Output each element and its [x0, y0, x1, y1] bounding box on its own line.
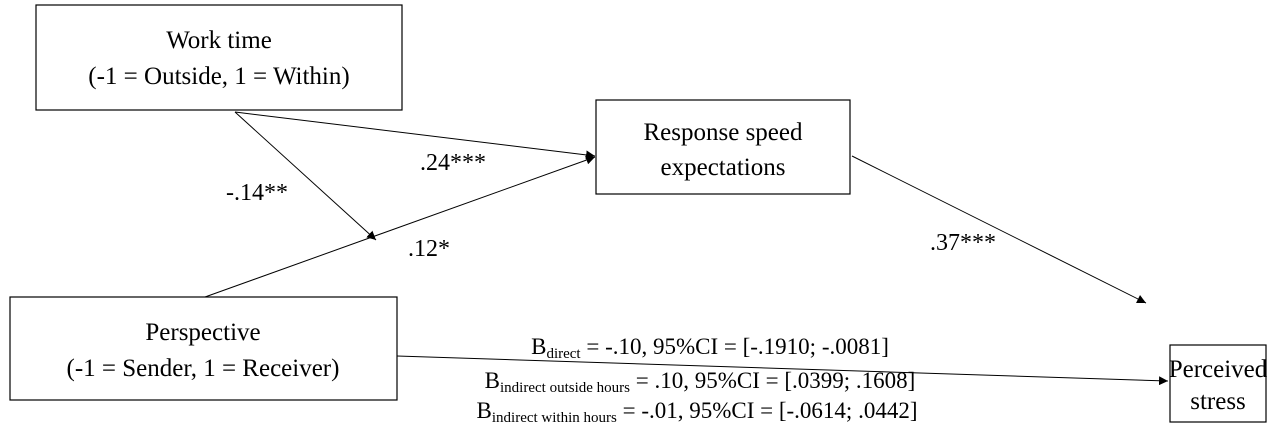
effect-value: = -.10, 95%CI = [-.1910; -.0081] [581, 334, 889, 359]
node-box [1169, 344, 1267, 423]
arrow [234, 111, 596, 160]
effect-symbol: B [485, 368, 500, 393]
arrow [234, 111, 377, 241]
effect-text: Bindirect within hours = -.01, 95%CI = [… [477, 398, 918, 426]
effect-text: Bindirect outside hours = .10, 95%CI = [… [485, 368, 916, 396]
effect-value: = -.01, 95%CI = [-.0614; .0442] [617, 398, 918, 423]
effect-symbol: B [477, 398, 492, 423]
node-label: expectations [661, 154, 786, 181]
node-box [9, 296, 398, 401]
edge-label: .37*** [930, 230, 996, 256]
arrow [204, 155, 596, 298]
node-label: Work time [166, 27, 272, 54]
arrow [396, 355, 1169, 386]
node-label: (-1 = Outside, 1 = Within) [88, 63, 349, 90]
effect-subscript: direct [546, 346, 581, 362]
node-box [35, 4, 403, 111]
effect-subscript: indirect outside hours [500, 380, 630, 396]
effect-subscript: indirect within hours [492, 410, 617, 426]
edge-label: .12* [408, 236, 450, 262]
edge-label: .24*** [420, 150, 486, 176]
node-label: stress [1190, 388, 1246, 415]
effect-symbol: B [531, 334, 546, 359]
node-label: Response speed [644, 119, 803, 146]
node-box [595, 99, 851, 195]
effect-text: Bdirect = -.10, 95%CI = [-.1910; -.0081] [531, 334, 889, 362]
effect-value: = .10, 95%CI = [.0399; .1608] [630, 368, 915, 393]
arrow [851, 155, 1147, 304]
node-label: (-1 = Sender, 1 = Receiver) [67, 355, 340, 382]
edge-label: -.14** [226, 180, 288, 206]
node-label: Perspective [145, 319, 260, 346]
node-label: Perceived [1169, 356, 1268, 383]
